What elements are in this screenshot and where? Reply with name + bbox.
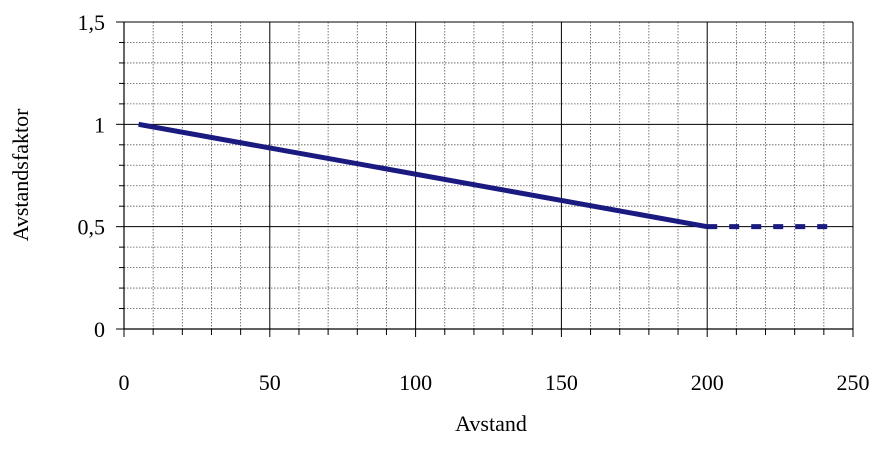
y-tick-label: 1 [94,112,105,137]
axes [116,21,854,337]
minor-gridlines [124,22,853,329]
y-tick-labels: 0 0,5 1 1,5 [78,10,106,342]
x-tick-label: 150 [545,370,578,395]
y-tick-label: 0 [94,317,105,342]
x-tick-label: 250 [837,370,870,395]
series-line-solid [138,121,708,230]
y-tick-label: 1,5 [78,10,106,35]
x-axis-title: Avstand [455,411,527,436]
x-tick-label: 200 [691,370,724,395]
x-tick-label: 0 [119,370,130,395]
y-axis-title: Avstandsfaktor [8,108,33,241]
major-gridlines [124,21,854,329]
x-tick-label: 100 [399,370,432,395]
y-tick-label: 0,5 [78,215,106,240]
x-tick-labels: 0 50 100 150 200 250 [119,370,870,395]
x-tick-label: 50 [259,370,281,395]
series-layer [138,121,839,230]
